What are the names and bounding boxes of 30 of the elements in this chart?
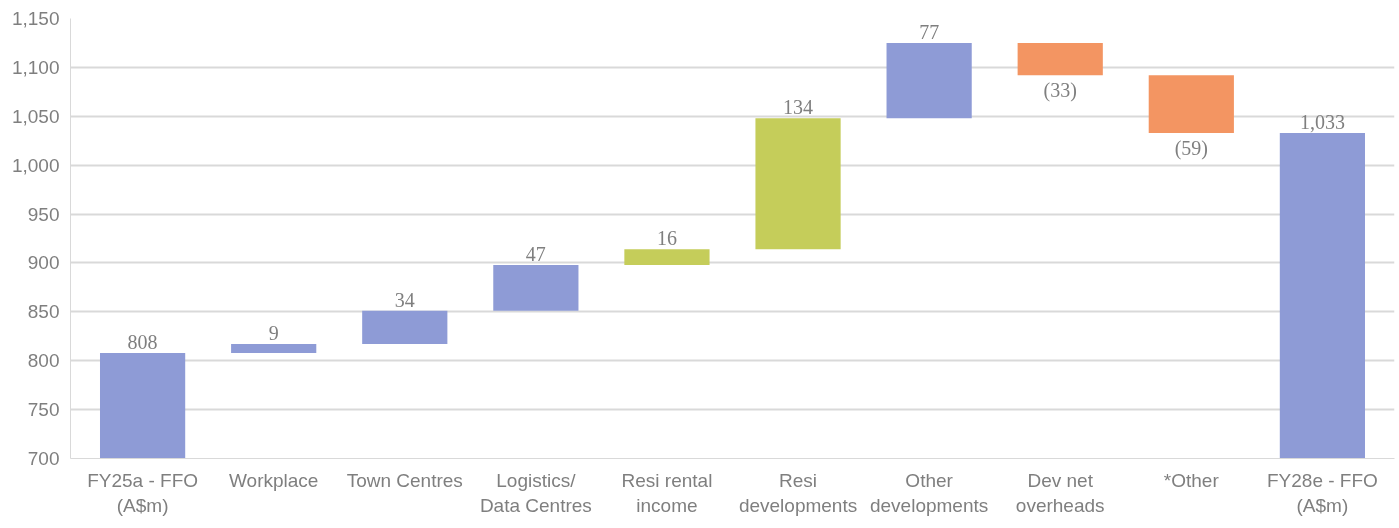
data-label: 34	[394, 288, 415, 311]
x-tick-label: Dev net overheads	[1015, 469, 1105, 516]
data-label: 1,033	[1299, 110, 1345, 133]
x-tick-label: Logistics/ Data Centres	[479, 469, 592, 516]
x-tick-label: Resi developments	[738, 469, 858, 516]
y-tick-label: 750	[27, 399, 60, 421]
y-tick-label: 1,000	[11, 154, 60, 176]
x-tick-label: Town Centres	[346, 469, 463, 491]
y-tick-label: 850	[27, 301, 60, 323]
data-label: 9	[268, 322, 279, 345]
x-tick-label: Workplace	[228, 469, 319, 491]
x-tick-label: FY28e - FFO (A$m)	[1266, 469, 1378, 516]
data-label: 77	[919, 20, 940, 43]
data-label: 808	[127, 330, 158, 353]
data-label: 16	[656, 227, 677, 250]
x-tick-label: Other developments	[869, 469, 989, 516]
x-tick-label: FY25a - FFO (A$m)	[87, 469, 199, 516]
x-tick-label: *Other	[1163, 469, 1220, 491]
y-tick-label: 700	[27, 448, 60, 469]
x-tick-label: Resi rental income	[621, 469, 713, 516]
data-label: (59)	[1174, 136, 1208, 160]
y-tick-label: 800	[27, 350, 60, 372]
y-tick-label: 1,100	[11, 56, 60, 78]
data-label: 47	[525, 242, 546, 265]
y-tick-label: 950	[27, 203, 60, 225]
data-label: (33)	[1043, 79, 1077, 103]
y-tick-label: 1,150	[11, 8, 60, 29]
y-tick-label: 1,050	[11, 105, 60, 127]
y-tick-label: 900	[27, 252, 60, 274]
data-label: 134	[783, 96, 814, 119]
